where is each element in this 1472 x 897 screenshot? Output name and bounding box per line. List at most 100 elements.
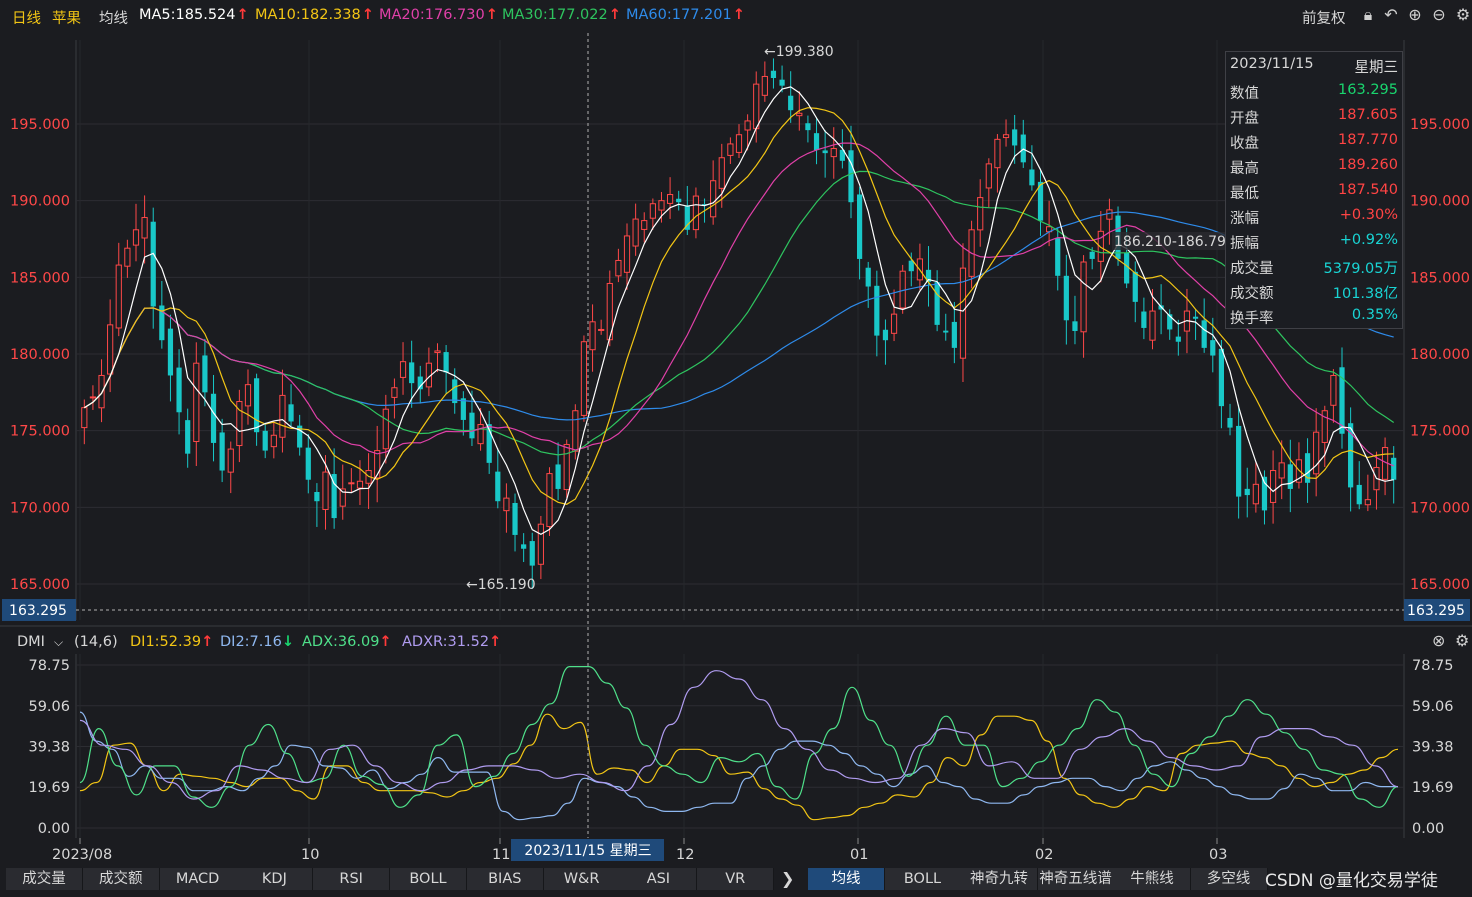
candle-body: [356, 480, 364, 489]
dmi-dropdown-icon[interactable]: ⌵: [54, 635, 63, 649]
indicator-tab[interactable]: 神奇九转: [961, 868, 1038, 890]
settings-icon[interactable]: ⚙: [1455, 5, 1471, 24]
tooltip-row: 换手率 0.35%: [1230, 303, 1398, 327]
bottom-tab[interactable]: VR: [697, 868, 775, 890]
zoom-in-icon[interactable]: ⊕: [1408, 5, 1422, 24]
ma60-value: MA60:177.201↑: [626, 7, 745, 23]
symbol-name[interactable]: 苹果: [52, 11, 81, 27]
candle-body: [796, 112, 803, 117]
main-gridlines: [76, 40, 1404, 620]
candle-body: [649, 203, 656, 219]
candle-body: [297, 425, 303, 448]
candle-body: [124, 247, 131, 267]
bottom-tab[interactable]: BOLL: [390, 868, 467, 890]
candle-body: [1002, 134, 1010, 139]
candle-body: [279, 394, 286, 438]
candle-body: [460, 398, 466, 420]
candle-body: [934, 282, 940, 325]
di2-line: [79, 711, 1398, 821]
lock-icon[interactable]: 🔒︎: [1363, 5, 1373, 24]
candle-body: [503, 497, 510, 512]
tabs-next-arrow[interactable]: ❯: [781, 869, 795, 888]
tooltip-row: 开盘 187.605: [1230, 103, 1398, 127]
indicator-tab[interactable]: 神奇五线谱: [1037, 868, 1115, 890]
candle-body: [529, 541, 535, 566]
bottom-tab[interactable]: W&R: [543, 868, 621, 890]
candle-body: [839, 149, 845, 161]
indicator-name[interactable]: 均线: [99, 11, 128, 27]
candle-body: [615, 259, 622, 277]
dmi-tick-label: 19.69: [1412, 780, 1454, 796]
date-tick-label: 2023/08: [52, 847, 112, 863]
candle-body: [874, 285, 880, 336]
date-tick-label: 10: [301, 847, 319, 863]
candle-body: [417, 376, 423, 390]
price-tick-label: 195.000: [1410, 117, 1470, 133]
date-tick-label: 12: [676, 847, 694, 863]
tooltip-row: 成交额 101.38亿: [1230, 278, 1398, 302]
dmi-close-icon[interactable]: ⊗: [1432, 631, 1445, 650]
bottom-tab[interactable]: RSI: [313, 868, 391, 890]
candle-body: [959, 267, 967, 359]
period-selector[interactable]: 日线: [12, 11, 41, 27]
tooltip-label: 收盘: [1230, 136, 1259, 152]
bottom-tab[interactable]: 成交额: [82, 868, 160, 890]
indicator-tab[interactable]: 均线: [808, 868, 885, 890]
bottom-tab[interactable]: 成交量: [6, 868, 83, 890]
tooltip-label: 成交量: [1230, 261, 1274, 277]
zoom-out-icon[interactable]: ⊖: [1432, 5, 1446, 24]
price-tick-label: 190.000: [1410, 194, 1470, 210]
indicator-tab[interactable]: 多空线: [1190, 868, 1268, 890]
indicator-tab[interactable]: 牛熊线: [1114, 868, 1191, 890]
candle-body: [477, 424, 484, 445]
tooltip-label: 换手率: [1230, 311, 1274, 327]
candle-body: [692, 195, 700, 231]
candle-body: [1072, 321, 1078, 331]
candle-body: [1356, 484, 1362, 505]
candle-body: [374, 450, 381, 479]
candle-body: [339, 488, 346, 507]
crosshair-price-left: 163.295: [9, 603, 67, 619]
candle-body: [546, 473, 553, 528]
candle-body: [701, 204, 708, 206]
indicator-tab[interactable]: BOLL: [884, 868, 962, 890]
dmi-indicator-name[interactable]: DMI: [17, 634, 45, 650]
candle-body: [890, 313, 898, 334]
candle-body: [1287, 464, 1293, 489]
ma5-value: MA5:185.524↑: [139, 7, 249, 23]
price-tick-label: 180.000: [10, 347, 70, 363]
indicator-header: 日线 苹果 均线 MA5:185.524↑ MA10:182.338↑ MA20…: [0, 0, 1472, 32]
candle-body: [434, 350, 441, 354]
bottom-tab[interactable]: ASI: [620, 868, 698, 890]
dmi-settings-icon[interactable]: ⚙: [1455, 631, 1469, 650]
undo-icon[interactable]: ↶: [1384, 5, 1398, 24]
candle-body: [951, 321, 957, 348]
tooltip-value: 163.295: [1338, 82, 1398, 98]
candle-body: [718, 157, 725, 189]
bottom-tab[interactable]: KDJ: [236, 868, 314, 890]
candle-body: [227, 448, 234, 473]
adjust-mode[interactable]: 前复权: [1302, 11, 1346, 27]
tooltip-row: 收盘 187.770: [1230, 128, 1398, 152]
candle-body: [1391, 457, 1397, 480]
dmi-legend-item: DI2:7.16↓: [220, 634, 294, 650]
candle-body: [1201, 320, 1207, 348]
candle-body: [943, 330, 949, 333]
dmi-tick-label: 59.06: [28, 699, 70, 715]
bottom-tab[interactable]: BIAS: [466, 868, 544, 890]
tooltip-value: 189.260: [1338, 157, 1398, 173]
candle-body: [925, 269, 932, 282]
candle-body: [710, 180, 717, 218]
dmi-tick-label: 59.06: [1412, 699, 1454, 715]
candle-body: [452, 379, 458, 404]
dmi-tick-label: 78.75: [1412, 658, 1454, 674]
candle-body: [167, 328, 174, 376]
price-tick-label: 180.000: [1410, 347, 1470, 363]
bottom-tab[interactable]: MACD: [159, 868, 237, 890]
candle-body: [305, 447, 311, 480]
candle-body: [98, 374, 105, 409]
ma30-value: MA30:177.022↑: [502, 7, 621, 23]
candle-body: [813, 133, 820, 151]
candle-body: [115, 264, 122, 329]
price-tick-label: 165.000: [1410, 577, 1470, 593]
